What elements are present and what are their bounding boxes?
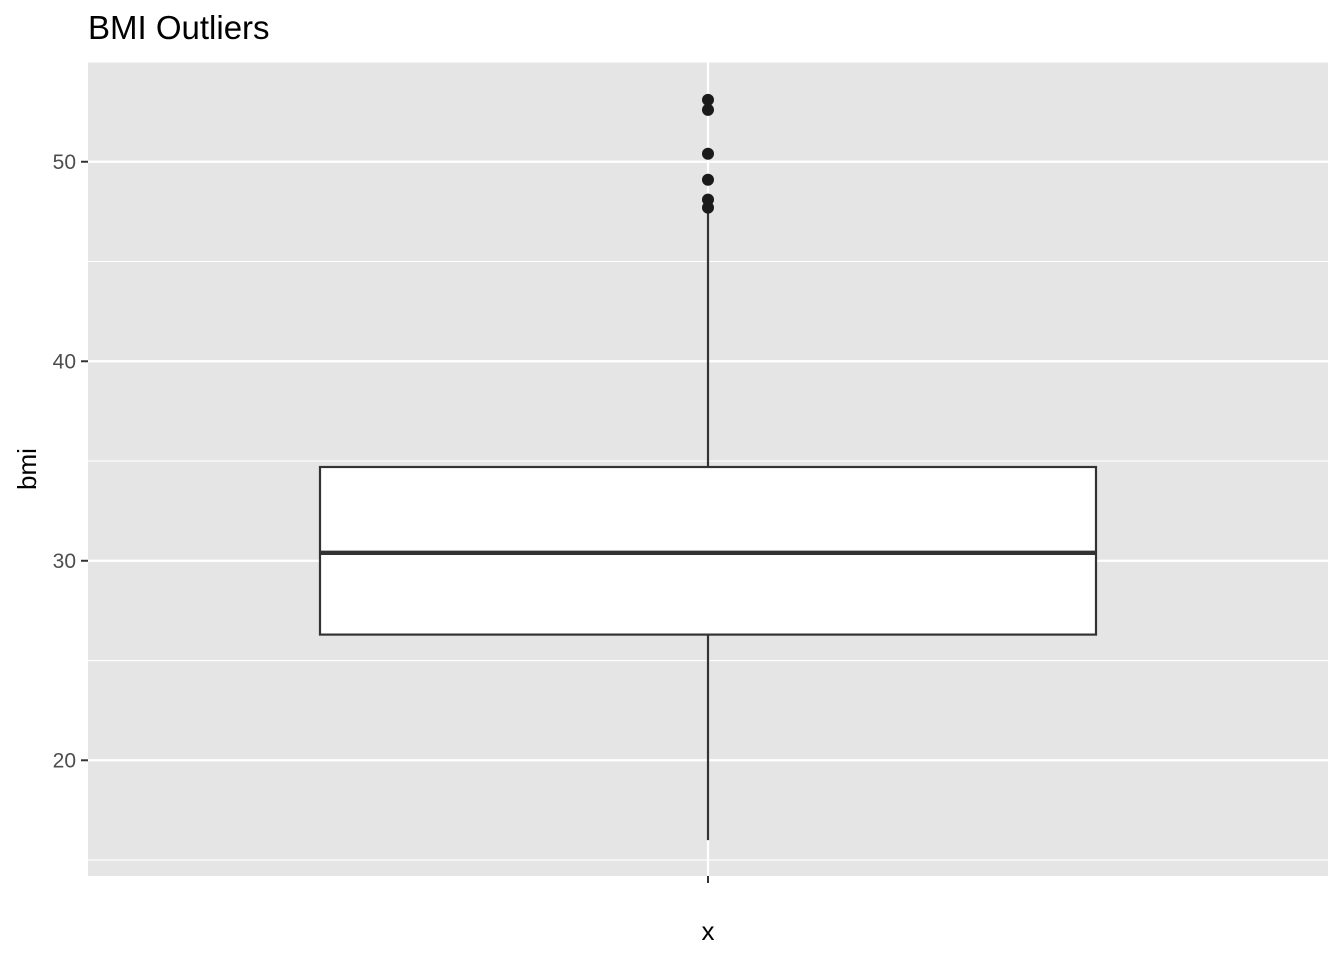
x-axis-title: x [702, 916, 715, 946]
y-tick-label: 50 [53, 151, 76, 174]
outlier-point [702, 147, 714, 160]
outlier-point [702, 103, 714, 116]
boxplot-layer [318, 93, 1098, 841]
y-axis-title: bmi [12, 448, 42, 490]
y-tick-label: 40 [53, 350, 76, 373]
axes: 20 30 40 50 [53, 151, 709, 883]
chart-title: BMI Outliers [88, 9, 270, 46]
y-tick-label: 20 [53, 749, 76, 772]
outlier-point [702, 173, 714, 186]
outlier-point [702, 93, 714, 106]
y-tick-label: 30 [53, 550, 76, 573]
outlier-point [702, 201, 714, 214]
